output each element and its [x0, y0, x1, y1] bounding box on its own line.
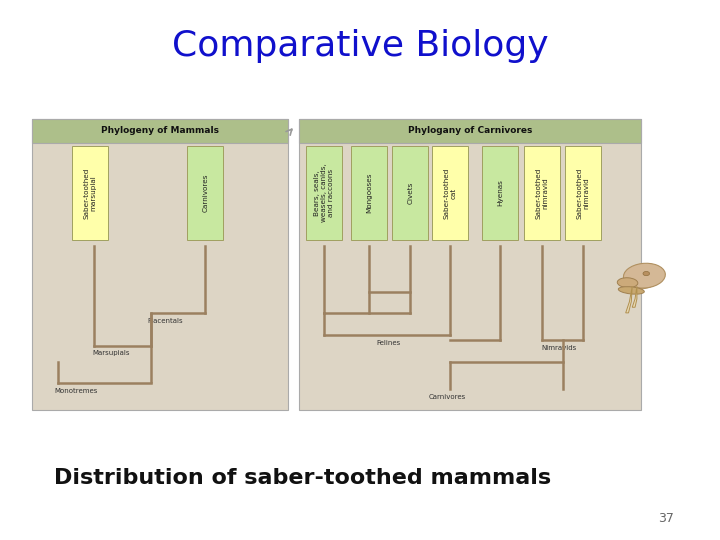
FancyBboxPatch shape: [32, 119, 288, 143]
Text: Hyenas: Hyenas: [498, 180, 503, 206]
FancyBboxPatch shape: [299, 119, 641, 143]
Text: 37: 37: [658, 512, 674, 525]
FancyBboxPatch shape: [306, 146, 342, 240]
Text: Saber-toothed
cat: Saber-toothed cat: [444, 167, 456, 219]
Text: Phylogeny of Mammals: Phylogeny of Mammals: [102, 126, 219, 136]
FancyBboxPatch shape: [299, 119, 641, 410]
Text: Carnivores: Carnivores: [428, 394, 466, 400]
Text: Bears, seals,
weasels, canids,
and raccoons: Bears, seals, weasels, canids, and racco…: [314, 164, 334, 222]
PathPatch shape: [632, 286, 637, 307]
Ellipse shape: [618, 287, 644, 294]
Ellipse shape: [624, 276, 656, 289]
Text: Carnivores: Carnivores: [202, 174, 208, 212]
FancyBboxPatch shape: [351, 146, 387, 240]
Text: Civets: Civets: [408, 182, 413, 204]
Text: Felines: Felines: [377, 340, 401, 346]
FancyBboxPatch shape: [565, 146, 601, 240]
Text: Nimravids: Nimravids: [541, 345, 576, 351]
Text: Saber-toothed
nimravid: Saber-toothed nimravid: [577, 167, 590, 219]
Ellipse shape: [643, 272, 649, 275]
Ellipse shape: [617, 278, 638, 288]
Ellipse shape: [624, 264, 665, 288]
FancyBboxPatch shape: [392, 146, 428, 240]
FancyBboxPatch shape: [72, 146, 108, 240]
Text: Saber-toothed
nimravid: Saber-toothed nimravid: [536, 167, 549, 219]
Text: Distribution of saber-toothed mammals: Distribution of saber-toothed mammals: [54, 468, 551, 488]
FancyArrowPatch shape: [286, 129, 292, 135]
FancyBboxPatch shape: [524, 146, 560, 240]
Text: Mongooses: Mongooses: [366, 173, 372, 213]
Text: Comparative Biology: Comparative Biology: [171, 29, 549, 63]
PathPatch shape: [626, 286, 632, 313]
Text: Monotremes: Monotremes: [54, 388, 97, 394]
Text: Saber-toothed
marsupial: Saber-toothed marsupial: [84, 167, 96, 219]
Text: Phylogany of Carnivores: Phylogany of Carnivores: [408, 126, 532, 136]
FancyBboxPatch shape: [187, 146, 223, 240]
FancyBboxPatch shape: [432, 146, 468, 240]
Text: Placentals: Placentals: [148, 318, 183, 324]
FancyBboxPatch shape: [482, 146, 518, 240]
FancyBboxPatch shape: [32, 119, 288, 410]
Text: Marsupials: Marsupials: [92, 350, 130, 356]
